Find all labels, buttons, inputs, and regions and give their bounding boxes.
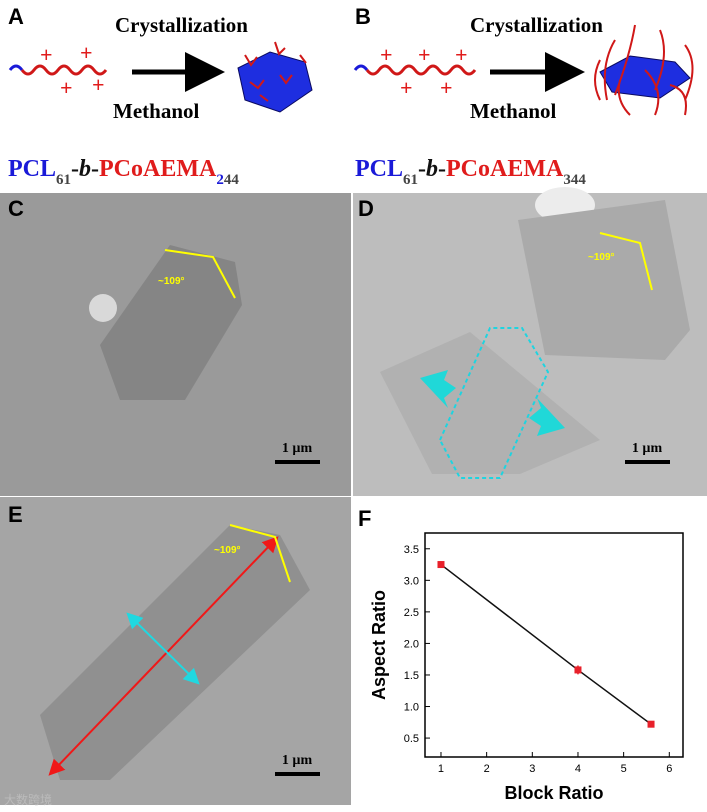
width-arrow <box>126 612 200 685</box>
scale-label: 1 µm <box>282 753 313 768</box>
svg-text:+: + <box>92 72 105 97</box>
panel-label: F <box>358 506 371 531</box>
fit-line <box>440 563 652 725</box>
corona-block <box>20 64 108 76</box>
polymer-part: - <box>71 156 79 182</box>
y-tick-label: 3.5 <box>404 544 419 556</box>
svg-text:+: + <box>455 42 468 67</box>
svg-text:+: + <box>80 40 93 65</box>
panel-label: C <box>8 196 24 221</box>
pcl-block <box>8 64 24 71</box>
svg-text:+: + <box>40 42 53 67</box>
angle-mark <box>164 249 236 299</box>
pcl-block <box>353 64 369 71</box>
arrow-label: Crystallization <box>115 13 248 37</box>
angle-mark <box>599 232 653 291</box>
y-tick-label: 2.5 <box>404 607 419 619</box>
glare <box>89 294 117 322</box>
scale-label: 1 µm <box>632 441 663 456</box>
panel-label: A <box>8 4 24 29</box>
polymer-part: 61 <box>403 172 418 188</box>
svg-text:+: + <box>400 75 413 100</box>
crystal <box>100 245 242 400</box>
svg-text:+: + <box>418 42 431 67</box>
svg-text:+: + <box>440 75 453 100</box>
x-tick-label: 1 <box>438 763 444 775</box>
corona <box>244 41 307 102</box>
arrow-label: Methanol <box>113 99 199 123</box>
x-tick-label: 4 <box>575 763 581 775</box>
polymer-part: 344 <box>563 172 586 188</box>
angle-mark <box>229 524 291 583</box>
y-tick-label: 1.5 <box>404 670 419 682</box>
x-tick-label: 3 <box>529 763 535 775</box>
polymer-part: - <box>418 156 426 182</box>
polymer-part: b <box>79 156 91 182</box>
polymer-part: - <box>438 156 446 182</box>
crystal <box>518 200 690 360</box>
crystal <box>380 332 600 474</box>
x-axis-label: Block Ratio <box>504 783 603 803</box>
charges: + + + + <box>40 40 105 100</box>
arrow-label: Crystallization <box>470 13 603 37</box>
angle-label: ~109° <box>158 276 185 287</box>
arrow-label: Methanol <box>470 99 556 123</box>
polymer-part: - <box>91 156 99 182</box>
panel-label: D <box>358 196 374 221</box>
angle-label: ~109° <box>588 252 615 263</box>
watermark: 大数跨境 <box>4 792 52 807</box>
corona <box>594 24 694 116</box>
y-tick-label: 2.0 <box>404 638 419 650</box>
charges: + + ++ + <box>380 42 468 100</box>
scale-label: 1 µm <box>282 441 313 456</box>
polymer-name: PCL61-b-PCoAEMA344 <box>355 156 586 188</box>
polymer-part: 2 <box>216 172 224 188</box>
x-tick-label: 6 <box>666 763 672 775</box>
polymer-part: 61 <box>56 172 71 188</box>
crystal <box>237 51 313 113</box>
x-tick-label: 2 <box>484 763 490 775</box>
direction-arrow <box>529 398 565 436</box>
point <box>437 561 445 569</box>
panel-label: B <box>355 4 371 29</box>
angle-label: ~109° <box>214 545 241 556</box>
polymer-part: 44 <box>224 172 240 188</box>
y-tick-label: 3.0 <box>404 575 419 587</box>
plot-frame <box>424 532 684 758</box>
corona-block <box>365 64 477 76</box>
point <box>647 720 655 728</box>
polymer-name: PCL61-b-PCoAEMA244 <box>8 156 239 188</box>
point <box>574 666 582 674</box>
y-tick-label: 0.5 <box>404 733 419 745</box>
polymer-part: b <box>426 156 438 182</box>
y-axis-label: Aspect Ratio <box>369 590 389 700</box>
svg-text:+: + <box>60 75 73 100</box>
svg-text:+: + <box>380 42 393 67</box>
polymer-part: PCL <box>355 156 403 182</box>
crystal <box>599 55 691 99</box>
y-tick-label: 1.0 <box>404 702 419 714</box>
x-tick-label: 5 <box>621 763 627 775</box>
polymer-part: PCL <box>8 156 56 182</box>
panel-label: E <box>8 502 23 527</box>
direction-arrow <box>420 370 456 408</box>
polymer-part: PCoAEMA <box>446 156 564 182</box>
polymer-part: PCoAEMA <box>99 156 217 182</box>
outline <box>438 327 550 479</box>
